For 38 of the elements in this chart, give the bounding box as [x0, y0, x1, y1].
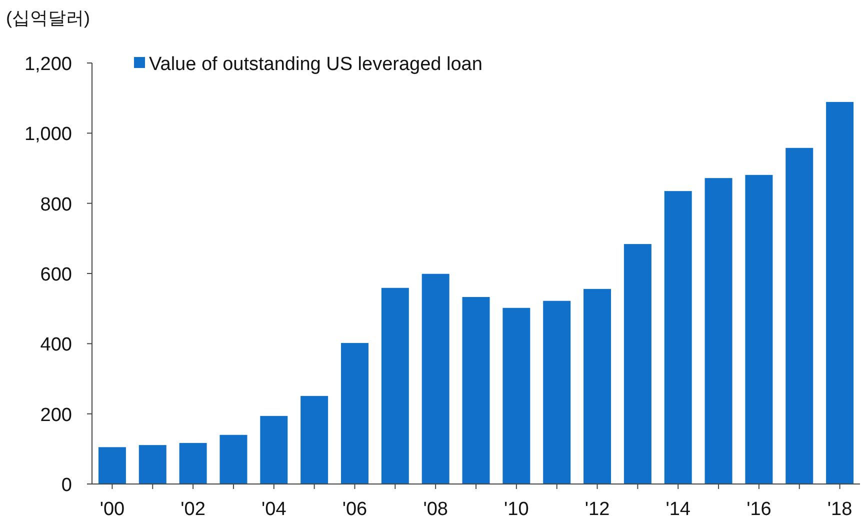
- bar: [624, 244, 652, 484]
- bar: [381, 288, 409, 484]
- x-tick-label: '02: [180, 499, 206, 520]
- x-tick-label: '00: [100, 499, 125, 520]
- bar: [704, 178, 732, 484]
- y-tick-label: 800: [40, 194, 72, 216]
- bar: [300, 396, 328, 484]
- bar: [260, 416, 288, 484]
- x-tick-label: '04: [262, 499, 287, 520]
- y-tick-label: 200: [40, 404, 72, 426]
- bar: [786, 148, 814, 484]
- y-axis-title: (십억달러): [6, 8, 90, 28]
- legend: Value of outstanding US leveraged loan: [134, 54, 482, 75]
- bar: [584, 288, 612, 484]
- x-tick-label: '10: [504, 499, 529, 520]
- x-tick-label: '12: [584, 499, 610, 520]
- bar: [543, 300, 571, 484]
- bar: [422, 274, 450, 484]
- bar: [826, 102, 854, 484]
- bar: [664, 191, 692, 484]
- x-tick-label: '18: [827, 499, 852, 520]
- x-tick-label: '08: [423, 499, 448, 520]
- bar: [462, 297, 490, 484]
- x-tick-label: '16: [746, 499, 772, 520]
- bar: [502, 308, 530, 484]
- bar: [138, 445, 166, 484]
- bar: [745, 174, 773, 484]
- bar: [179, 442, 207, 484]
- bar: [220, 434, 248, 484]
- y-tick-label: 0: [61, 475, 72, 496]
- x-tick-label: '06: [342, 499, 368, 520]
- y-tick-label: 1,000: [24, 124, 72, 146]
- x-tick-label: '14: [666, 499, 691, 520]
- y-tick-label: 600: [40, 264, 72, 286]
- bar: [340, 342, 368, 484]
- bar: [98, 447, 126, 484]
- y-tick-label: 400: [40, 334, 72, 356]
- y-tick-label: 1,200: [24, 54, 72, 75]
